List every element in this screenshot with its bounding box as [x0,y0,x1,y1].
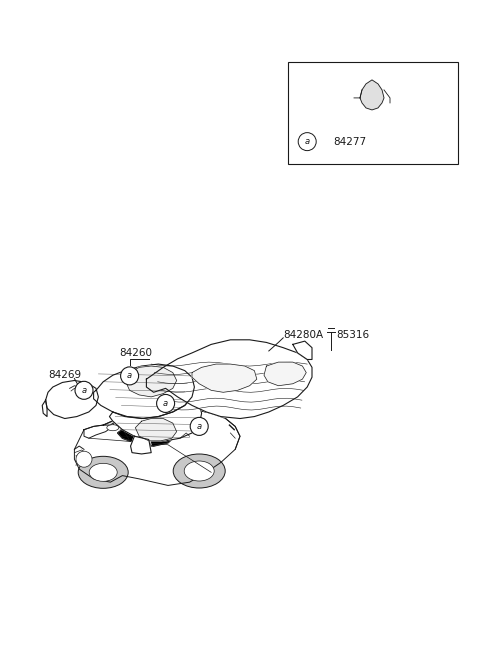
Text: a: a [197,422,202,431]
Polygon shape [103,412,122,425]
Polygon shape [74,403,240,485]
Circle shape [298,133,316,151]
Polygon shape [84,420,115,438]
Polygon shape [118,405,146,425]
Text: a: a [163,399,168,408]
Polygon shape [42,400,47,417]
Polygon shape [192,364,257,392]
Polygon shape [264,362,306,386]
Circle shape [190,417,208,436]
Ellipse shape [173,454,225,488]
Polygon shape [178,398,202,408]
Text: 84280A: 84280A [283,329,324,340]
Text: 84260: 84260 [119,348,152,358]
Ellipse shape [184,461,214,481]
Polygon shape [126,366,177,397]
Polygon shape [360,80,384,110]
Text: 84277: 84277 [334,136,367,147]
Ellipse shape [78,457,128,488]
Polygon shape [293,341,312,359]
Polygon shape [135,419,177,441]
Polygon shape [131,436,151,454]
Polygon shape [46,380,98,419]
Text: a: a [82,386,86,395]
Ellipse shape [107,424,119,431]
Circle shape [75,381,93,400]
Circle shape [156,394,175,413]
Polygon shape [146,340,312,419]
Text: 85316: 85316 [336,329,369,340]
Polygon shape [94,364,194,419]
Bar [288,62,458,164]
Text: a: a [305,137,310,146]
Ellipse shape [89,463,117,482]
Text: 84269: 84269 [48,369,81,380]
Polygon shape [115,392,226,420]
Circle shape [120,367,139,385]
Polygon shape [109,397,202,441]
Circle shape [76,451,92,467]
Polygon shape [118,423,180,446]
Polygon shape [146,399,178,415]
Text: a: a [127,371,132,380]
